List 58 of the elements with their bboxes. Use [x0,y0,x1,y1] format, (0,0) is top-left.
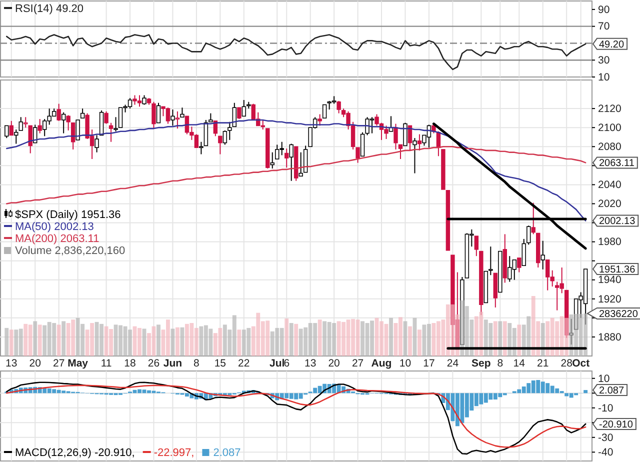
legend-label: 2.087 [213,447,241,459]
y-tick-label: 2100 [598,122,622,134]
x-tick-label: 27 [52,357,65,370]
x-tick-label: 22 [238,357,250,370]
y-tick-label: 1940 [598,274,622,286]
data-label: -20.910 [599,419,634,430]
y-tick-label: -30 [598,432,614,444]
x-tick-label: 13 [6,357,18,370]
x-tick-label: 14 [513,357,526,370]
y-tick-label: -40 [598,446,614,459]
y-tick-label: 10 [598,372,610,385]
x-tick-label: Oct [572,357,590,370]
y-tick-label: 90 [598,4,610,16]
y-tick-label: 2020 [598,198,622,210]
x-tick-label: 6 [284,357,290,370]
x-tick-label: 8 [497,357,504,370]
legend-label: RSI(14) 49.20 [15,3,84,15]
y-tick-label: -10 [598,402,614,414]
data-label: 2002.13 [599,216,636,228]
x-tick-label: Jul [270,357,285,370]
x-tick-label: 10 [399,357,412,370]
legend-label: -22.997, [154,447,194,459]
y-tick-label: 2120 [598,102,622,115]
text: 1951.36 [599,264,636,276]
x-tick-label: 20 [328,357,340,370]
text: $SPX (Daily) 1951.36 [15,209,121,221]
y-tick-label: 1920 [598,293,622,306]
x-tick-label: Sep [472,357,491,370]
x-tick-label: 15 [214,357,226,370]
x-tick-label: Aug [371,357,392,370]
x-tick-label: Jun [163,357,182,370]
x-tick-label: May [68,357,88,370]
x-tick-label: 8 [194,357,200,370]
data-label: 2836220 [599,308,638,320]
x-tick-label: 11 [100,357,112,370]
y-tick-label: 70 [598,20,610,33]
x-tick-label: 18 [124,357,136,370]
legend-label: Volume 2,836,220,160 [15,245,126,257]
x-tick-label: 17 [423,357,435,370]
x-tick-label: 26 [148,357,160,370]
y-tick-label: 10 [598,71,610,84]
x-tick-label: 20 [29,357,42,370]
legend-label: MACD(12,26,9) -20.910, [15,447,135,459]
y-tick-label: 2080 [598,140,622,153]
annotation: 2.087 [599,386,624,397]
y-tick-label: 1880 [598,331,622,344]
annotation: 49.20 [599,39,624,50]
x-tick-label: 28 [560,357,573,370]
x-tick-label: 21 [537,357,549,370]
y-tick-label: 30 [598,54,610,66]
x-tick-label: 27 [352,357,364,370]
x-tick-label: 24 [446,357,459,370]
x-tick-label: 13 [304,357,316,370]
legend-label: MA(50) 2002.13 [15,221,94,233]
y-tick-label: 2040 [598,179,622,192]
y-tick-label: 1980 [598,236,622,248]
data-label: 2063.11 [599,158,635,170]
legend-label: MA(200) 2063.11 [15,233,100,245]
